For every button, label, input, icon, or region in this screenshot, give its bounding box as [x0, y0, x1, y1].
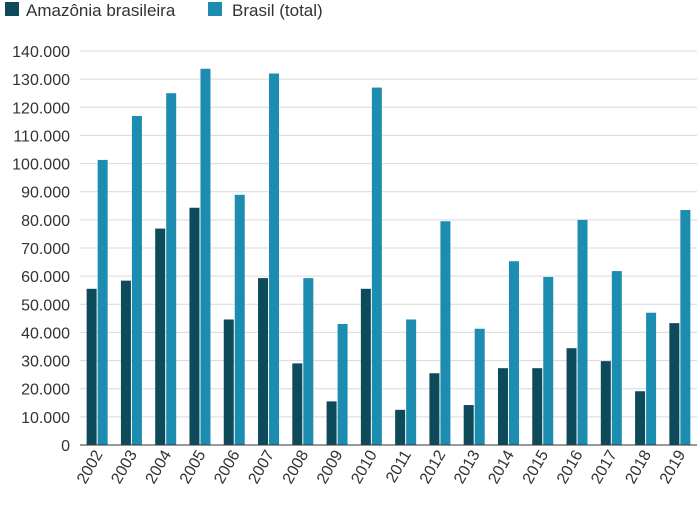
gridlines	[80, 50, 697, 418]
bar-amazonia-2004	[155, 228, 166, 445]
y-tick-label: 120.000	[12, 100, 70, 117]
bar-amazonia-2008	[292, 363, 303, 445]
bar-amazonia-2011	[395, 409, 406, 445]
x-tick-label: 2002	[74, 447, 107, 486]
bar-amazonia-2003	[120, 280, 131, 445]
y-tick-label: 30.000	[21, 354, 70, 371]
bar-brasil-2005	[200, 68, 211, 445]
y-tick-label: 10.000	[21, 410, 70, 427]
bar-amazonia-2017	[600, 361, 611, 445]
bar-brasil-2003	[131, 116, 142, 445]
x-tick-label: 2010	[348, 447, 381, 486]
bar-amazonia-2014	[497, 368, 508, 445]
x-tick-label: 2018	[623, 447, 656, 486]
x-tick-label: 2019	[657, 447, 690, 486]
bar-amazonia-2010	[360, 288, 371, 445]
x-tick-label: 2015	[520, 447, 553, 486]
bar-brasil-2013	[474, 328, 485, 445]
bar-brasil-2017	[611, 271, 622, 445]
y-tick-label: 20.000	[21, 382, 70, 399]
bar-brasil-2019	[680, 210, 691, 445]
x-tick-label: 2007	[245, 447, 278, 486]
x-tick-label: 2017	[588, 447, 621, 486]
bar-brasil-2010	[371, 87, 382, 445]
bar-amazonia-2007	[258, 278, 269, 445]
y-tick-label: 50.000	[21, 297, 70, 314]
legend-label-2: Brasil (total)	[232, 1, 323, 20]
x-tick-label: 2004	[143, 447, 176, 486]
y-tick-label: 110.000	[13, 128, 70, 145]
x-tick-label: 2003	[108, 447, 141, 486]
bar-amazonia-2016	[566, 348, 577, 445]
bar-amazonia-2018	[635, 391, 646, 445]
y-tick-label: 80.000	[21, 213, 70, 230]
bar-brasil-2015	[543, 276, 554, 445]
x-tick-label: 2006	[211, 447, 244, 486]
legend: Amazônia brasileira Brasil (total)	[5, 1, 323, 20]
bars	[86, 68, 691, 446]
y-tick-label: 90.000	[21, 185, 70, 202]
bar-amazonia-2015	[532, 368, 543, 445]
legend-label-1: Amazônia brasileira	[26, 1, 176, 20]
bar-amazonia-2019	[669, 323, 680, 445]
bar-brasil-2009	[337, 323, 348, 445]
y-tick-label: 70.000	[21, 241, 70, 258]
x-tick-label: 2005	[177, 447, 210, 486]
bar-brasil-2016	[577, 219, 588, 445]
bar-brasil-2007	[269, 73, 280, 445]
y-tick-label: 0	[61, 438, 70, 455]
y-tick-label: 140.000	[12, 44, 70, 61]
bar-brasil-2014	[508, 261, 519, 445]
bar-brasil-2012	[440, 221, 451, 445]
x-tick-label: 2008	[280, 447, 313, 486]
bar-amazonia-2012	[429, 373, 440, 445]
y-tick-label: 130.000	[12, 72, 70, 89]
legend-swatch-2	[208, 2, 222, 16]
y-tick-label: 40.000	[21, 325, 70, 342]
bar-brasil-2006	[234, 194, 245, 445]
bar-amazonia-2013	[463, 405, 474, 445]
legend-swatch-1	[5, 2, 19, 16]
x-axis-ticks: 2002 2003 2004 2005 2006 2007 2008 2009 2010 2011…	[74, 447, 689, 486]
y-axis-ticks: 0 10.000 20.000 30.000 40.000 50.000 60.000 70.…	[12, 44, 70, 455]
x-tick-label: 2014	[485, 447, 518, 486]
bar-brasil-2018	[646, 312, 657, 445]
y-tick-label: 100.000	[12, 157, 70, 174]
x-tick-label: 2009	[314, 447, 347, 486]
bar-amazonia-2002	[86, 288, 97, 445]
bar-brasil-2004	[166, 93, 177, 445]
x-tick-label: 2013	[451, 447, 484, 486]
y-tick-label: 60.000	[21, 269, 70, 286]
bar-brasil-2011	[406, 319, 417, 445]
bar-amazonia-2005	[189, 207, 200, 445]
bar-brasil-2008	[303, 278, 314, 445]
x-tick-label: 2016	[554, 447, 587, 486]
bar-amazonia-2006	[223, 319, 234, 445]
bar-amazonia-2009	[326, 401, 337, 445]
x-tick-label: 2011	[383, 447, 415, 485]
x-tick-label: 2012	[417, 447, 450, 486]
bar-brasil-2002	[97, 159, 108, 446]
